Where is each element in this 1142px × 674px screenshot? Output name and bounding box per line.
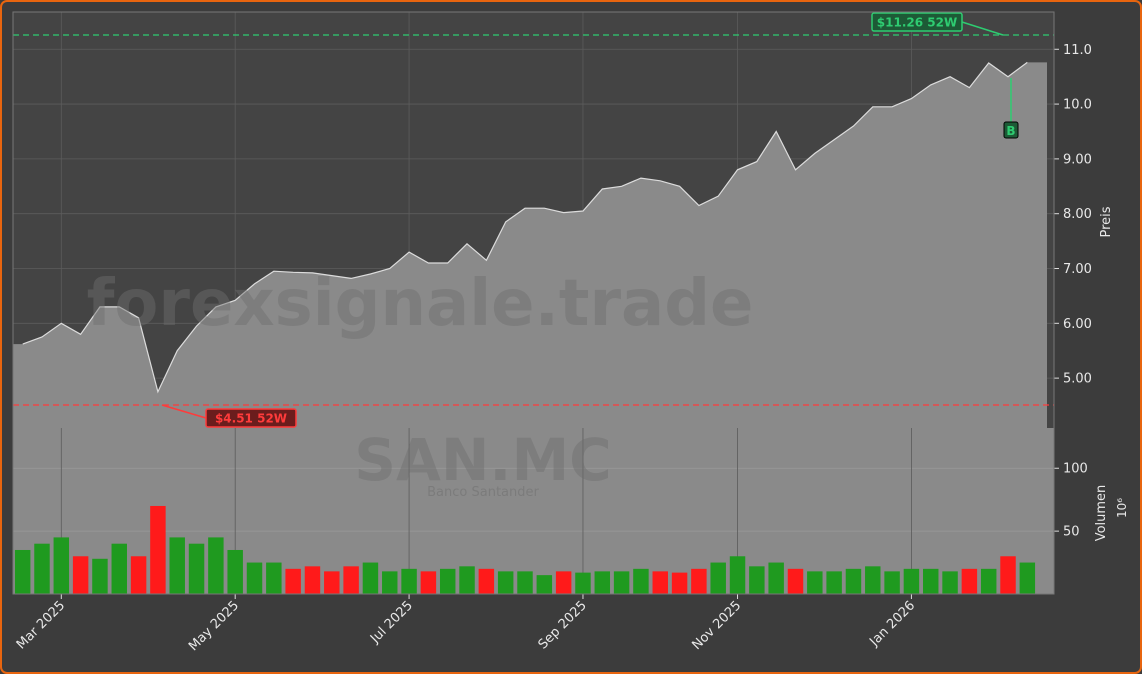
volume-bar (227, 549, 243, 594)
volume-bar (439, 568, 456, 594)
volume-bar (266, 562, 282, 594)
volume-bar (613, 571, 630, 594)
volume-bar (362, 562, 379, 594)
y-tick-label: 8.00 (1063, 207, 1092, 222)
volume-bar (923, 568, 939, 594)
y-tick-label: 50 (1063, 525, 1080, 540)
volume-bar (865, 566, 881, 594)
signal-box (1003, 121, 1019, 139)
volume-multiplier: 10⁶ (1115, 498, 1129, 518)
volume-bar (594, 571, 611, 594)
volume-bar (14, 549, 31, 594)
price-area (13, 62, 1047, 429)
volume-bar (884, 571, 900, 594)
volume-bar (324, 571, 340, 594)
volume-bar (478, 568, 495, 594)
volume-bar (633, 568, 649, 594)
volume-bar (575, 572, 591, 594)
volume-bar (150, 505, 166, 594)
volume-bar (34, 543, 50, 594)
volume-bar (691, 568, 707, 594)
volume-bar (72, 556, 89, 594)
watermark: forexsignale.trade (87, 267, 754, 341)
volume-bar (768, 562, 784, 594)
volume-axis-label: Volumen (1094, 485, 1109, 542)
annotation-label: $4.51 52W (215, 411, 287, 425)
volume-bar (343, 566, 359, 594)
volume-bar (671, 572, 688, 594)
volume-bar (497, 571, 514, 594)
volume-bar (53, 537, 70, 594)
y-tick-label: 11.0 (1063, 43, 1092, 58)
volume-bar (787, 568, 804, 594)
signal-label: B (1006, 124, 1015, 138)
volume-bar (980, 568, 997, 594)
volume-bar (961, 568, 978, 594)
volume-bar (652, 571, 668, 594)
y-tick-label: 6.00 (1063, 317, 1092, 332)
volume-bar (1000, 556, 1016, 594)
volume-bar (188, 543, 205, 594)
annotation-label: $11.26 52W (877, 16, 957, 30)
annotation-arrow (161, 404, 207, 419)
volume-bar (304, 566, 321, 594)
volume-bar (536, 575, 553, 594)
price-line (22, 61, 1028, 394)
annotation-arrow (961, 21, 1004, 36)
volume-bar (111, 543, 127, 594)
volume-bar (420, 571, 437, 594)
volume-bar (459, 566, 475, 594)
volume-bar (807, 571, 823, 594)
volume-bar (517, 571, 533, 594)
volume-bar (169, 537, 185, 594)
volume-bar (826, 571, 842, 594)
y-tick-label: 7.00 (1063, 262, 1092, 277)
y-tick-label: 9.00 (1063, 152, 1092, 167)
volume-bar (903, 568, 920, 594)
volume-bar (208, 537, 224, 594)
volume-bar (130, 556, 147, 594)
watermark-symbol: SAN.MC (354, 426, 612, 494)
volume-bar (246, 562, 263, 594)
volume-bar (401, 568, 417, 594)
watermark-name: Banco Santander (427, 485, 539, 500)
volume-bar (285, 568, 301, 594)
y-tick-label: 100 (1063, 462, 1088, 477)
volume-bar (92, 558, 108, 594)
volume-bar (1019, 562, 1036, 594)
volume-bar (942, 571, 958, 594)
y-tick-label: 5.00 (1063, 372, 1092, 387)
volume-bar (710, 562, 726, 594)
volume-bar (382, 571, 398, 594)
y-axis-label: Preis (1099, 206, 1114, 237)
plot-border (12, 11, 1055, 595)
volume-bar (555, 571, 572, 594)
y-tick-label: 10.0 (1063, 98, 1092, 113)
volume-bar (845, 568, 862, 594)
volume-bar (729, 556, 746, 594)
volume-bar (749, 566, 765, 594)
